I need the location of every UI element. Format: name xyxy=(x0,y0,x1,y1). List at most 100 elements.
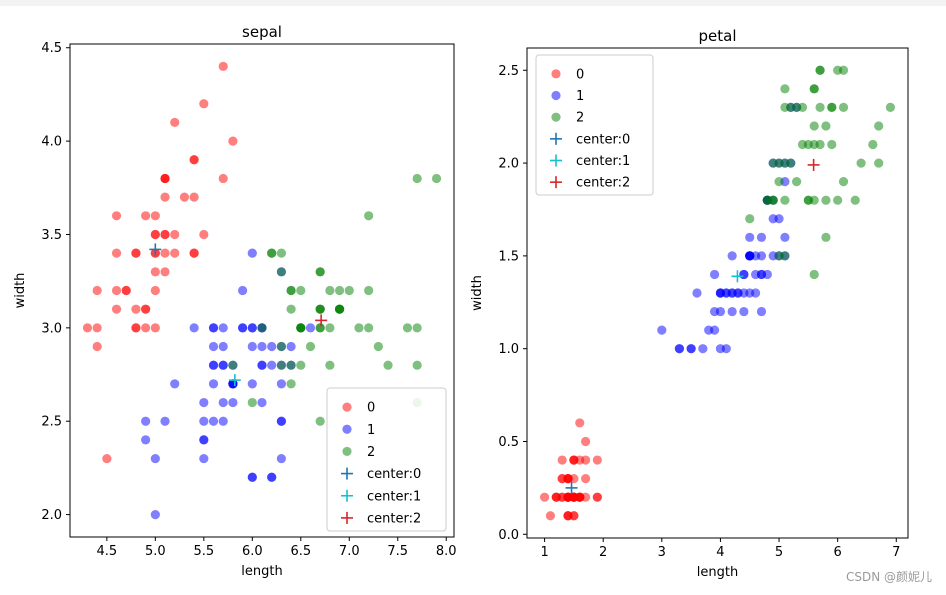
data-point xyxy=(809,269,819,280)
data-point xyxy=(745,232,755,242)
data-point xyxy=(267,341,277,352)
data-point xyxy=(325,285,335,296)
data-point xyxy=(545,511,556,521)
data-point xyxy=(247,472,257,482)
data-point xyxy=(792,177,802,187)
center-marker-0 xyxy=(565,481,578,494)
legend-marker xyxy=(551,112,561,122)
data-point xyxy=(150,229,160,240)
data-point xyxy=(551,492,561,502)
data-point xyxy=(199,435,209,445)
data-point xyxy=(581,436,591,447)
data-point xyxy=(315,304,325,314)
legend-label: 2 xyxy=(367,445,375,460)
y-tick-label: 2.0 xyxy=(498,157,519,172)
legend-label: 1 xyxy=(367,423,375,438)
legend: 0 1 2 center:0 center:1 center:2 xyxy=(535,54,654,196)
data-point xyxy=(557,455,567,465)
data-point xyxy=(315,323,325,333)
data-point xyxy=(218,360,228,370)
data-point xyxy=(762,195,772,205)
legend-label: 0 xyxy=(367,401,375,416)
data-point xyxy=(815,65,825,75)
data-point xyxy=(286,379,296,389)
data-point xyxy=(160,192,170,202)
data-point xyxy=(774,177,784,187)
data-point xyxy=(402,323,413,333)
series-2 xyxy=(228,173,442,426)
x-tick-label: 4.5 xyxy=(97,544,118,559)
series-2 xyxy=(745,65,896,280)
data-point xyxy=(208,341,219,352)
legend-label: center:1 xyxy=(576,154,630,169)
data-point xyxy=(827,102,837,112)
data-point xyxy=(247,248,257,258)
data-point xyxy=(170,229,180,240)
data-point xyxy=(756,306,767,317)
data-point xyxy=(257,397,267,408)
legend-marker xyxy=(342,446,352,457)
data-point xyxy=(218,397,228,408)
data-point xyxy=(160,416,170,426)
data-point xyxy=(715,306,726,317)
data-point xyxy=(751,288,761,298)
data-point xyxy=(768,158,778,168)
x-tick-label: 7.5 xyxy=(387,544,408,559)
x-axis-label: length xyxy=(241,564,282,579)
data-point xyxy=(111,304,122,314)
data-point xyxy=(575,418,585,428)
data-point xyxy=(247,397,257,408)
y-tick-label: 0.0 xyxy=(498,528,519,543)
legend-marker xyxy=(341,467,353,480)
legend: 0 1 2 center:0 center:1 center:2 xyxy=(326,387,447,532)
data-point xyxy=(709,269,720,280)
data-point xyxy=(674,344,685,354)
data-point xyxy=(189,192,199,202)
x-tick-label: 7.0 xyxy=(339,544,360,559)
data-point xyxy=(315,416,325,426)
data-point xyxy=(276,341,286,352)
data-point xyxy=(874,121,884,131)
sepal-subplot: sepal 4.5 5.0 5.5 6.0 6.5 7.0 7.5 8.0 2.0 2.5 3.0 3.… xyxy=(13,23,457,579)
data-point xyxy=(111,248,122,258)
data-point xyxy=(286,341,296,352)
legend-marker xyxy=(341,511,353,524)
data-point xyxy=(751,269,761,280)
data-point xyxy=(325,360,335,370)
chart-title: sepal xyxy=(242,23,282,41)
data-point xyxy=(238,285,248,296)
data-point xyxy=(821,121,831,131)
data-point xyxy=(102,453,112,464)
legend-marker xyxy=(550,154,562,167)
x-tick-label: 5.0 xyxy=(145,544,166,559)
data-point xyxy=(189,155,199,165)
data-point xyxy=(762,269,772,280)
data-point xyxy=(809,84,819,94)
data-point xyxy=(257,323,267,333)
data-point xyxy=(786,102,796,112)
data-point xyxy=(797,139,808,150)
data-point xyxy=(838,102,849,112)
data-point xyxy=(247,341,257,352)
data-point xyxy=(199,397,209,408)
data-point xyxy=(141,304,151,314)
data-point xyxy=(780,251,790,261)
data-point xyxy=(721,344,731,354)
data-point xyxy=(276,453,286,464)
legend-label: center:0 xyxy=(576,132,630,147)
data-point xyxy=(563,511,573,521)
legend-label: center:2 xyxy=(576,176,630,191)
data-point xyxy=(296,285,306,296)
data-point xyxy=(786,158,796,168)
y-tick-label: 1.0 xyxy=(498,342,519,357)
data-point xyxy=(228,397,238,408)
data-point xyxy=(821,195,831,205)
data-point xyxy=(208,323,219,333)
x-axis-label: length xyxy=(697,565,738,580)
data-point xyxy=(257,341,267,352)
data-point xyxy=(850,195,860,205)
y-tick-label: 1.5 xyxy=(498,249,519,264)
center-marker-2 xyxy=(807,158,820,171)
data-point xyxy=(874,158,884,168)
